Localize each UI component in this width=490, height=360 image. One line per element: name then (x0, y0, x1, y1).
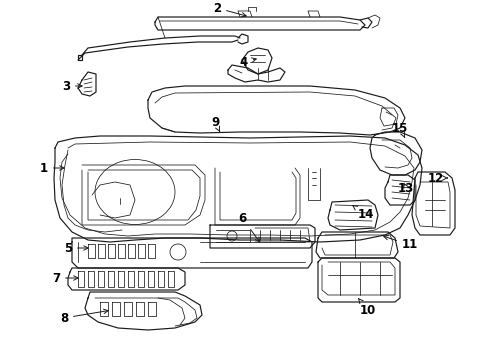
Text: 4: 4 (240, 55, 256, 68)
Text: 2: 2 (213, 1, 246, 17)
Text: 9: 9 (211, 116, 220, 131)
Text: 14: 14 (353, 206, 374, 221)
Text: 11: 11 (384, 235, 418, 252)
Text: 12: 12 (428, 171, 447, 184)
Text: 5: 5 (64, 242, 88, 255)
Text: 1: 1 (40, 162, 64, 175)
Text: 7: 7 (52, 271, 78, 284)
Text: 13: 13 (398, 181, 414, 194)
Text: 6: 6 (238, 211, 260, 242)
Text: 3: 3 (62, 80, 82, 93)
Text: 8: 8 (60, 309, 108, 324)
Text: 15: 15 (392, 122, 408, 138)
Text: 10: 10 (358, 298, 376, 316)
